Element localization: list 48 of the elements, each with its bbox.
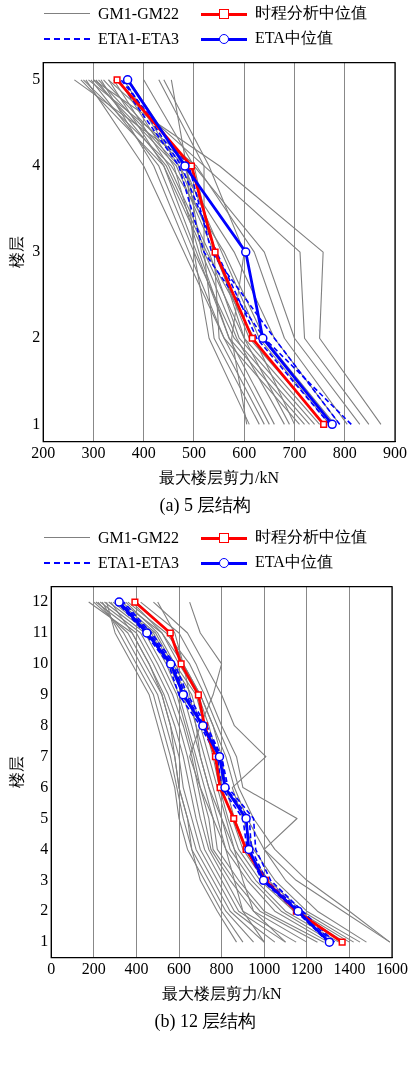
y-tick-label: 4 (40, 839, 49, 857)
y-tick-label: 10 (32, 654, 49, 672)
x-tick-label: 1400 (333, 960, 366, 978)
legend-label: ETA1-ETA3 (98, 553, 179, 572)
legend-label: 时程分析中位值 (254, 527, 367, 547)
x-tick-label: 400 (131, 444, 156, 462)
legend-label: 时程分析中位值 (254, 3, 367, 23)
text: (a) 5 层结构 (158, 494, 253, 517)
y-tick-label: 8 (40, 715, 49, 733)
y-tick-label: 5 (32, 70, 41, 88)
x-axis-title: 最大楼层剪力/kN (159, 468, 280, 486)
x-tick-label: 1000 (248, 960, 281, 978)
x-tick-label: 900 (383, 444, 407, 462)
x-axis-title: 最大楼层剪力/kN (161, 984, 283, 1002)
x-tick-label: 400 (124, 960, 149, 978)
text: (b) 12 层结构 (153, 1010, 258, 1033)
x-tick-label: 500 (181, 444, 206, 462)
legend-label: GM1-GM22 (98, 528, 179, 547)
x-tick-label: 200 (81, 960, 106, 978)
x-tick-label: 0 (47, 960, 56, 978)
y-tick-label: 5 (40, 808, 49, 826)
legend-label: ETA1-ETA3 (98, 29, 179, 48)
y-tick-label: 12 (32, 592, 49, 610)
x-tick-label: 1200 (290, 960, 323, 978)
y-axis-title: 楼层 (7, 756, 25, 789)
y-tick-label: 6 (40, 777, 49, 795)
x-tick-label: 800 (332, 444, 357, 462)
x-tick-label: 600 (167, 960, 191, 978)
y-tick-label: 2 (32, 328, 41, 346)
x-tick-label: 1600 (376, 960, 408, 978)
y-tick-label: 2 (40, 901, 49, 919)
legend-label: ETA中位值 (254, 552, 333, 572)
y-tick-label: 3 (40, 870, 49, 888)
legend-label: ETA中位值 (254, 28, 333, 48)
y-tick-label: 9 (40, 685, 49, 703)
x-tick-label: 800 (209, 960, 234, 978)
y-tick-label: 4 (32, 156, 41, 174)
y-axis-title: 楼层 (7, 236, 25, 269)
y-tick-label: 1 (40, 932, 49, 950)
x-tick-label: 700 (282, 444, 307, 462)
x-tick-label: 200 (31, 444, 56, 462)
x-tick-label: 300 (81, 444, 106, 462)
y-tick-label: 11 (32, 623, 49, 641)
x-tick-label: 600 (232, 444, 257, 462)
y-tick-label: 3 (32, 242, 41, 260)
y-tick-label: 1 (32, 414, 41, 432)
y-tick-label: 7 (40, 746, 49, 764)
legend-label: GM1-GM22 (98, 4, 179, 23)
